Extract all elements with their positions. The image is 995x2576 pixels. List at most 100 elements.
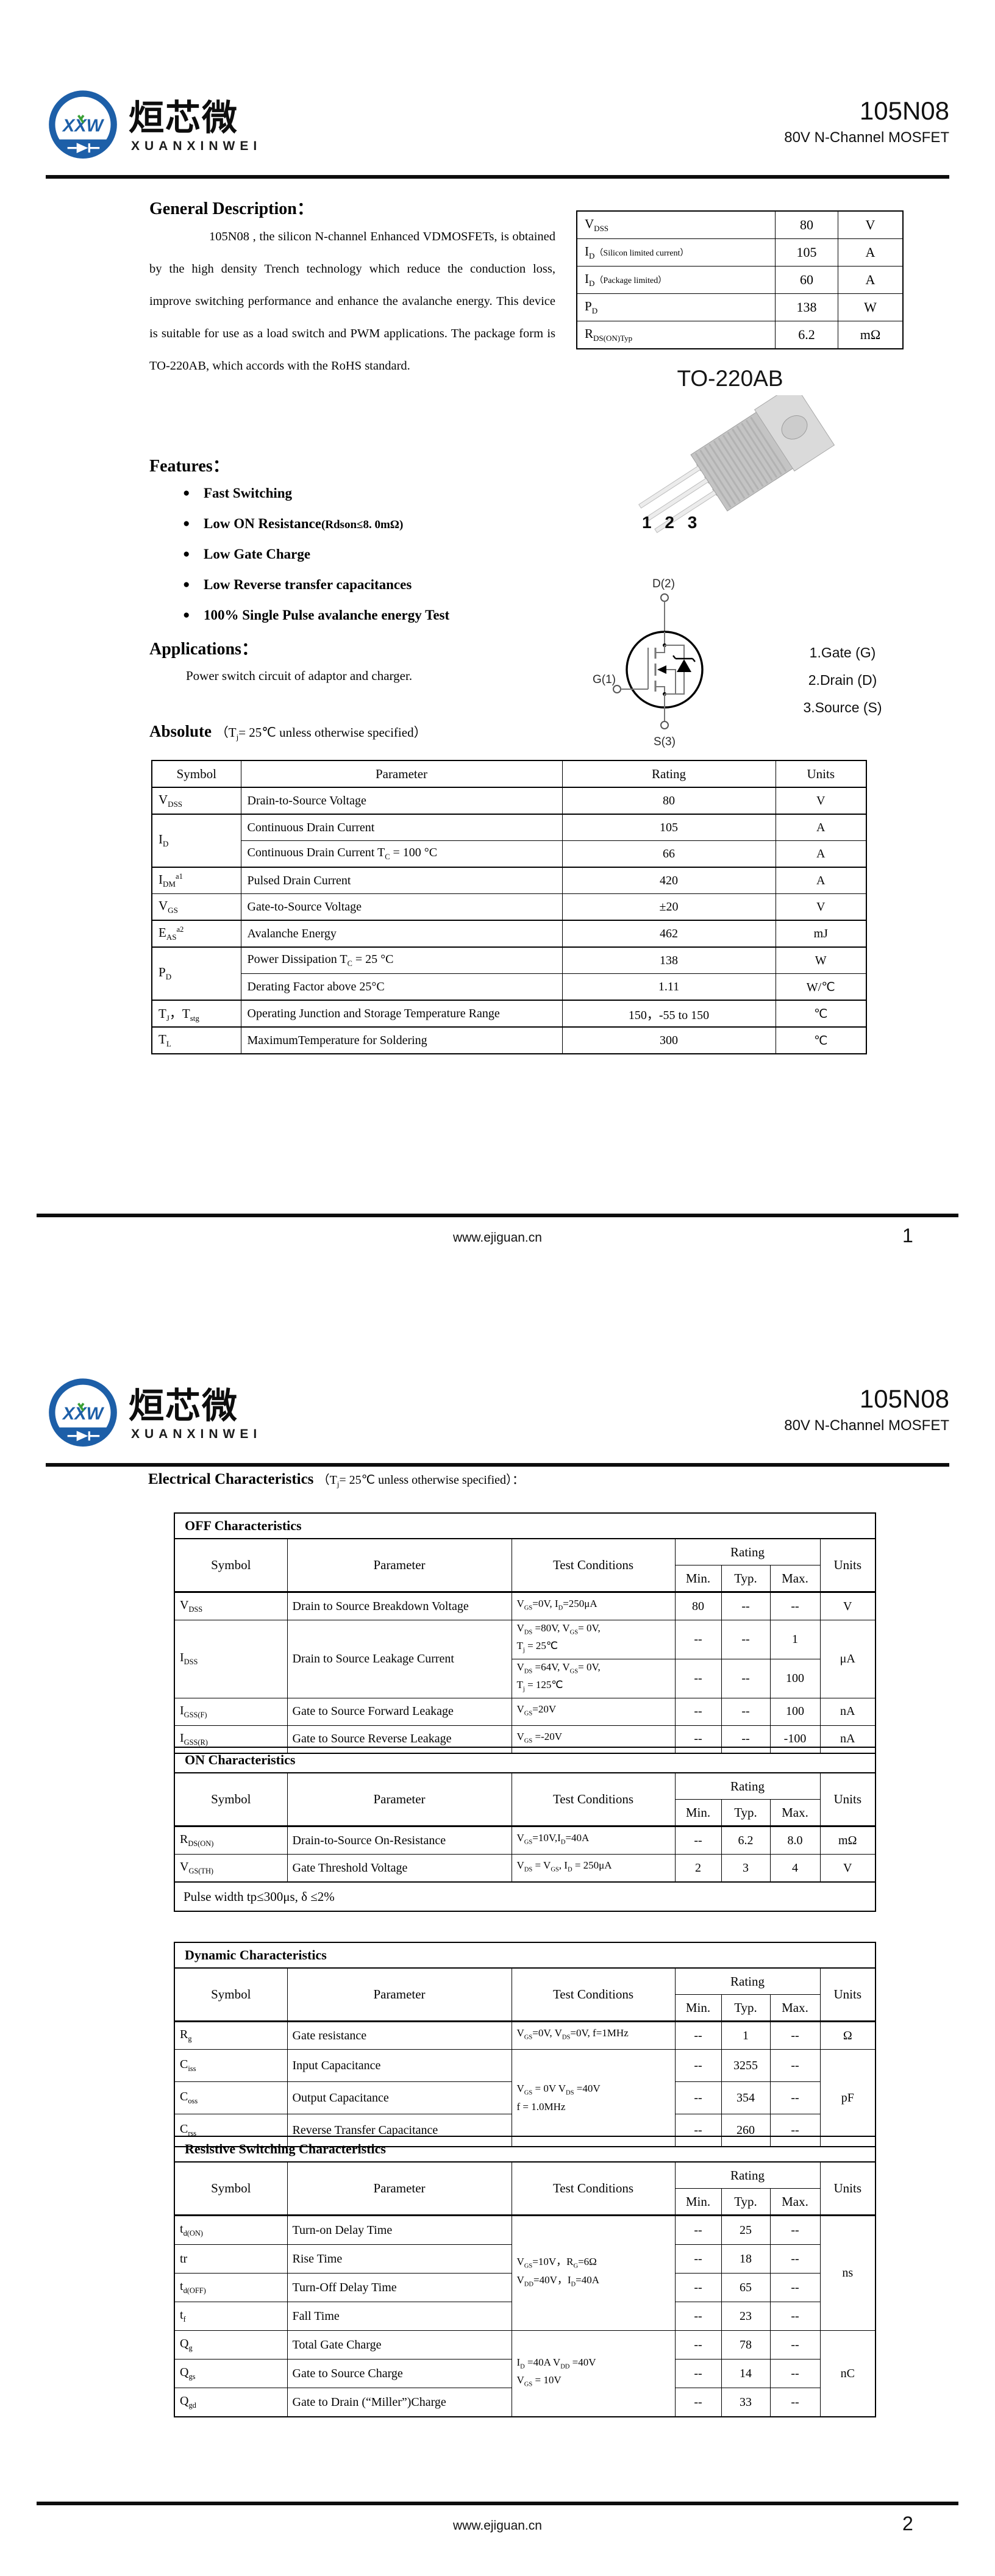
cell-parameter: Pulsed Drain Current: [240, 867, 563, 894]
table-row: VGS(TH) Gate Threshold Voltage VDS = VGS…: [174, 1854, 876, 1883]
cell-parameter: Rise Time: [287, 2244, 512, 2274]
table-row: TL MaximumTemperature for Soldering 300 …: [151, 1026, 867, 1054]
pin-legend-drain: 2.Drain (D): [808, 672, 877, 688]
part-number: 105N08: [859, 1384, 949, 1413]
cell-units: mJ: [775, 920, 867, 948]
cell-symbol: VGS: [151, 893, 241, 921]
cell-symbol: VDSS: [151, 787, 241, 815]
cell-typ: 1: [721, 2021, 771, 2050]
cell-min: --: [674, 2388, 722, 2417]
cell-max: --: [769, 2302, 821, 2331]
table-header-row: Symbol Parameter Test Conditions Rating …: [174, 2161, 876, 2216]
cell-symbol: Qgs: [174, 2359, 288, 2388]
cell-max: --: [769, 2049, 821, 2082]
cell-units: V: [819, 1592, 876, 1620]
cell-max: 4: [769, 1854, 821, 1883]
footer-page-number: 1: [902, 1225, 913, 1247]
cell-min: --: [674, 1826, 722, 1855]
electrical-characteristics-title: Electrical Characteristics （Tj= 25℃ unle…: [148, 1470, 524, 1489]
table-header-row: Symbol Parameter Rating Units: [151, 760, 867, 788]
col-header-units: Units: [819, 2161, 876, 2216]
cell-min: --: [674, 2302, 722, 2331]
ec-title-condition: （Tj= 25℃ unless otherwise specified）：: [317, 1473, 525, 1489]
cell-unit: A: [838, 238, 904, 267]
table-row: tr Rise Time -- 18 --: [174, 2244, 876, 2274]
package-name: TO-220AB: [677, 366, 783, 391]
col-header-max: Max.: [769, 1994, 821, 2022]
col-header-typ: Typ.: [721, 1799, 771, 1827]
feature-item: ● 100% Single Pulse avalanche energy Test: [183, 605, 561, 626]
table-header-row: Min. Typ. Max.: [174, 1799, 876, 1827]
cell-parameter: ID（Silicon limited current）: [576, 238, 776, 267]
col-header-test-conditions: Test Conditions: [511, 1772, 676, 1827]
section-title-row: Dynamic Characteristics: [174, 1942, 876, 1969]
cell-max: --: [769, 2081, 821, 2114]
bullet-icon: ●: [183, 578, 190, 591]
cell-symbol: td(ON): [174, 2215, 288, 2245]
cell-symbol: RDS(ON): [174, 1826, 288, 1855]
bullet-icon: ●: [183, 487, 190, 499]
cell-symbol: IDMa1: [151, 867, 241, 894]
cell-units: W/℃: [775, 973, 867, 1001]
cell-parameter: Drain-to-Source Voltage: [240, 787, 563, 815]
applications-title: Applications：: [149, 640, 259, 659]
header-rule: [46, 175, 949, 179]
cell-parameter: Power Dissipation TC = 25 °C: [240, 946, 563, 974]
cell-unit: mΩ: [838, 321, 904, 349]
table-row: Continuous Drain Current TC = 100 °C 66 …: [152, 840, 867, 868]
feature-item: ● Fast Switching: [183, 483, 561, 504]
absolute-title-text: Absolute: [149, 722, 212, 740]
cell-parameter: Avalanche Energy: [240, 920, 563, 948]
cell-max: 8.0: [769, 1826, 821, 1855]
table-header-row: Symbol Parameter Test Conditions Rating …: [174, 1538, 876, 1593]
col-header-units: Units: [819, 1538, 876, 1593]
cell-typ: 33: [721, 2388, 771, 2417]
cell-min: --: [674, 2081, 722, 2114]
cell-typ: 14: [721, 2359, 771, 2388]
package-photo: 1 2 3: [638, 395, 835, 534]
table-row: ID（Package limited） 60 A: [576, 266, 904, 294]
table-row: IGSS(F) Gate to Source Forward Leakage V…: [174, 1697, 876, 1726]
cell-typ: 78: [721, 2330, 771, 2360]
doc-title-block: 105N08 80V N-Channel MOSFET: [784, 1384, 949, 1434]
table-row: Qg Total Gate Charge ID =40A VDD =40V VGS…: [174, 2330, 876, 2417]
col-header-min: Min.: [674, 2188, 722, 2216]
cell-symbol: Rg: [174, 2021, 288, 2050]
footer-website: www.ejiguan.cn: [453, 1231, 542, 1245]
cell-test-conditions: VGS=20V: [511, 1697, 676, 1726]
cell-rating: 150，-55 to 150: [562, 1000, 776, 1028]
cell-units: A: [775, 867, 867, 894]
resistive-switching-characteristics-table: Resistive Switching Characteristics Symb…: [174, 2136, 876, 2417]
bullet-icon: ●: [183, 517, 190, 530]
col-header-rating: Rating: [674, 2161, 821, 2189]
cell-min: --: [674, 2244, 722, 2274]
cell-parameter: Turn-on Delay Time: [287, 2215, 512, 2245]
cell-min: 2: [674, 1854, 722, 1883]
cell-unit: W: [838, 293, 904, 321]
cell-parameter: Gate resistance: [287, 2021, 512, 2050]
cell-typ: 18: [721, 2244, 771, 2274]
absolute-maximum-ratings-table: Symbol Parameter Rating Units VDSS Drain…: [151, 760, 867, 1054]
company-name-cn: 烜芯微: [129, 1385, 239, 1426]
cell-rating: 66: [562, 840, 776, 868]
col-header-parameter: Parameter: [240, 760, 563, 788]
cell-parameter: Turn-Off Delay Time: [287, 2273, 512, 2302]
col-header-symbol: Symbol: [151, 760, 241, 788]
features-title: Features：: [149, 457, 230, 476]
cell-parameter: PD: [576, 293, 776, 321]
table-row: EASa2 Avalanche Energy 462 mJ: [151, 920, 867, 948]
table-header-row: Symbol Parameter Test Conditions Rating …: [174, 1772, 876, 1827]
col-header-rating: Rating: [562, 760, 776, 788]
pulse-width-note: Pulse width tp≤300μs, δ ≤2%: [174, 1881, 876, 1912]
cell-test-conditions: VGS=10V，RG=6Ω VDD=40V，ID=40A: [511, 2215, 676, 2331]
cell-max: --: [769, 2215, 821, 2245]
cell-typ: --: [721, 1592, 771, 1620]
col-header-parameter: Parameter: [287, 1772, 512, 1827]
cell-rating: 80: [562, 787, 776, 815]
cell-typ: 354: [721, 2081, 771, 2114]
bullet-icon: ●: [183, 548, 190, 560]
on-characteristics-table: ON Characteristics Symbol Parameter Test…: [174, 1747, 876, 1912]
general-description-body: 105N08 , the silicon N-channel Enhanced …: [149, 230, 555, 373]
cell-max: --: [769, 2273, 821, 2302]
